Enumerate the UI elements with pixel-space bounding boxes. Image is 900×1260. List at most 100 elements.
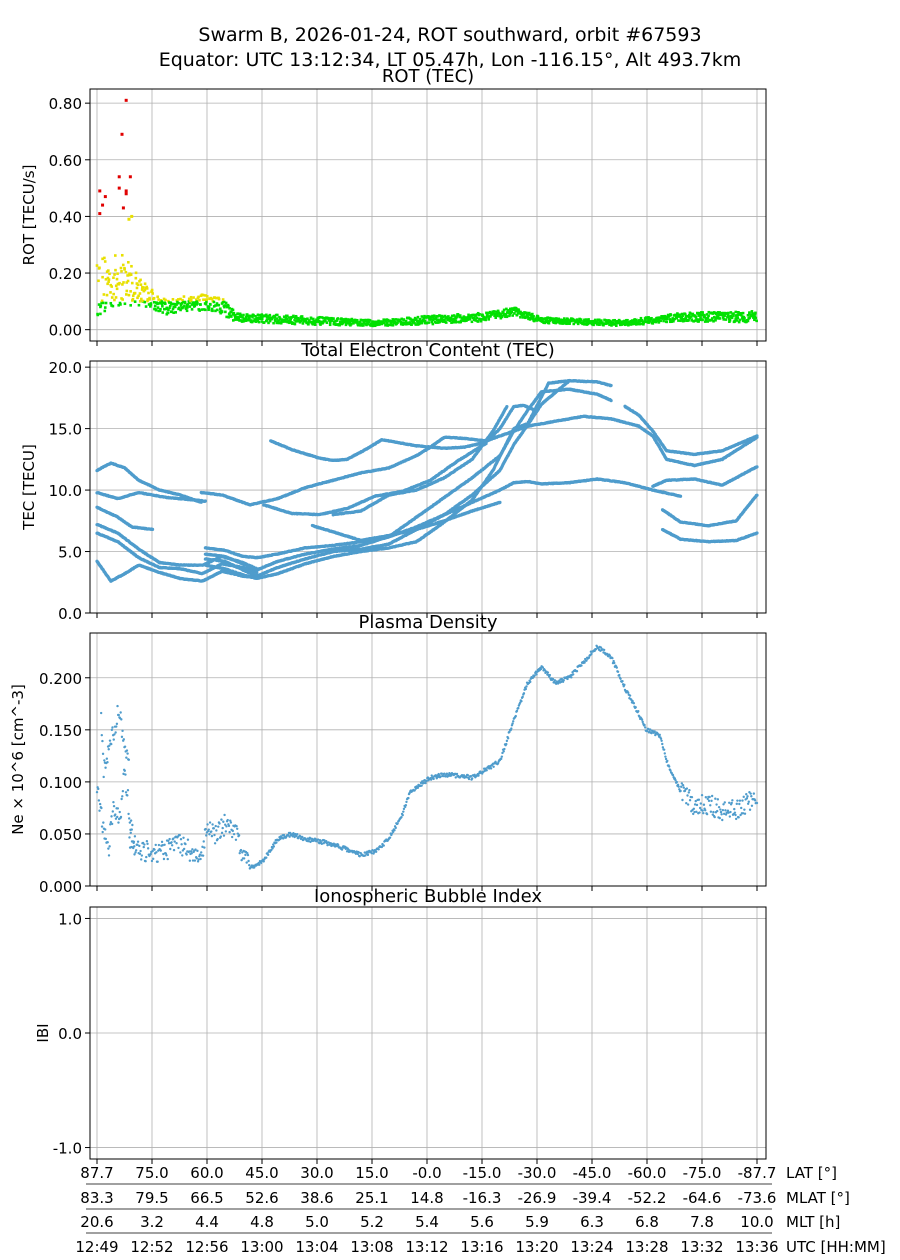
rot-point (178, 306, 181, 310)
rot-point (154, 308, 158, 312)
rot-point (99, 312, 102, 316)
rot-point (468, 316, 472, 320)
rot-point (657, 321, 661, 324)
rot-point (128, 273, 131, 277)
rot-point (536, 315, 540, 318)
rot-point (624, 322, 627, 326)
rot-point (413, 318, 417, 322)
rot-point (127, 293, 131, 297)
rot-point (188, 305, 192, 308)
rot-point (677, 315, 681, 318)
rot-point (220, 310, 224, 313)
rot-point (99, 304, 103, 307)
rot-point (162, 297, 166, 301)
rot-point (161, 311, 165, 314)
rot-point (680, 317, 683, 321)
rot-point (146, 298, 150, 301)
rot-point (476, 320, 480, 323)
rot-point (485, 311, 488, 315)
rot-point (595, 320, 598, 324)
rot-point (204, 302, 208, 306)
rot-point (734, 317, 737, 320)
rot-point (464, 317, 468, 321)
rot-point (256, 316, 259, 320)
rot-point (528, 317, 532, 320)
rot-point (277, 319, 280, 322)
rot-point (133, 300, 137, 303)
rot-point (405, 322, 408, 326)
rot-point (265, 313, 268, 317)
rot-point (482, 315, 485, 319)
rot-point (492, 311, 495, 315)
rot-point (101, 301, 105, 305)
rot-point (231, 308, 235, 312)
rot-point (230, 310, 233, 314)
rot-point (227, 304, 230, 308)
rot-point (455, 315, 459, 318)
rot-point (362, 321, 366, 325)
rot-point (202, 308, 206, 311)
rot-point (112, 292, 115, 296)
rot-point (217, 303, 221, 307)
rot-point (115, 287, 119, 291)
rot-point (230, 315, 233, 318)
rot-point (212, 300, 216, 304)
rot-point (332, 317, 335, 320)
rot-point (288, 321, 291, 325)
rot-point (104, 301, 108, 305)
rot-point (177, 301, 180, 305)
rot-point (179, 308, 182, 312)
y-tick-label: 0.20 (49, 265, 82, 283)
rot-point (459, 319, 463, 323)
rot-point (560, 320, 563, 323)
rot-point (648, 320, 652, 323)
rot-point (304, 319, 308, 323)
rot-outlier-point (98, 212, 102, 216)
rot-point (582, 320, 585, 323)
rot-point (563, 317, 566, 320)
rot-point (233, 318, 237, 321)
rot-point (456, 313, 460, 317)
rot-point (312, 321, 316, 324)
rot-point (300, 317, 304, 320)
rot-point (150, 290, 154, 294)
rot-point (371, 324, 375, 328)
rot-point (678, 313, 682, 317)
rot-point (260, 313, 264, 316)
rot-point (750, 313, 753, 317)
rot-point (167, 299, 170, 303)
rot-point (488, 310, 492, 314)
rot-point (366, 320, 369, 324)
rot-point (293, 319, 296, 322)
rot-point (176, 298, 180, 301)
rot-point (268, 319, 272, 323)
rot-point (745, 320, 748, 323)
rot-point (474, 314, 477, 317)
rot-point (438, 320, 441, 324)
rot-point (347, 318, 351, 322)
rot-point (173, 302, 177, 306)
rot-point (715, 311, 718, 315)
rot-point (662, 319, 665, 323)
rot-point (706, 320, 710, 323)
rot-point (674, 313, 677, 317)
rot-point (532, 315, 535, 318)
rot-point (555, 317, 559, 320)
rot-point (214, 304, 217, 307)
rot-point (105, 293, 109, 297)
panel-title: Total Electron Content (TEC) (300, 340, 555, 361)
rot-point (385, 320, 388, 323)
rot-point (227, 315, 231, 319)
rot-point (112, 276, 115, 279)
rot-point (711, 317, 714, 320)
rot-point (223, 304, 227, 307)
figure-title-line2: Equator: UTC 13:12:34, LT 05.47h, Lon -1… (158, 49, 742, 71)
rot-point (707, 310, 711, 314)
rot-point (753, 318, 756, 322)
rot-point (131, 294, 135, 298)
rot-point (690, 318, 694, 321)
rot-point (689, 312, 692, 315)
rot-point (458, 314, 462, 317)
rot-point (110, 304, 113, 307)
rot-point (214, 296, 218, 300)
